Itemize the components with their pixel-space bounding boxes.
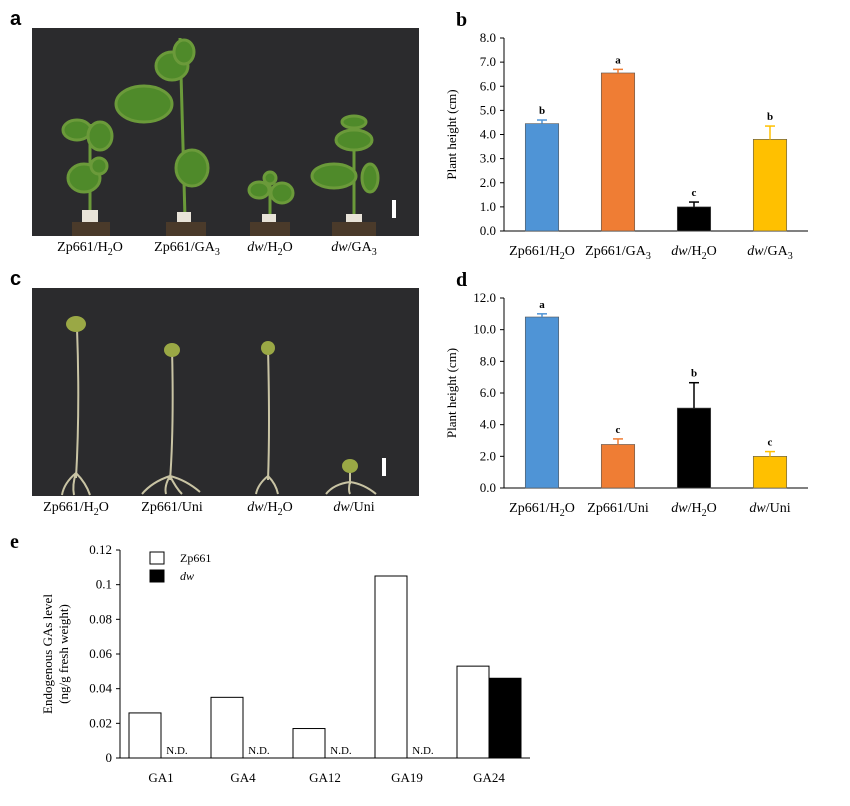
y-tick-label-b-1: 1.0	[480, 199, 496, 214]
y-tick-label-d-6: 12.0	[473, 290, 496, 305]
photo-label-a-0: Zp661/H2O	[57, 240, 123, 258]
y-tick-label-e-6: 0.12	[89, 542, 112, 557]
nd-label-1: N.D.	[248, 745, 270, 757]
x-tick-label-b-0: Zp661/H2O	[509, 244, 575, 262]
panel-letter-e: e	[10, 531, 19, 553]
bar-e-0-4	[456, 665, 490, 759]
x-tick-label-e-3: GA19	[391, 770, 423, 785]
photo-panel-c	[32, 288, 419, 496]
x-tick-label-d-0: Zp661/H2O	[509, 501, 575, 519]
scale-bar-c	[382, 458, 386, 476]
panel-letter-a: a	[10, 8, 22, 30]
y-tick-label-b-0: 0.0	[480, 223, 496, 238]
scale-bar-a	[392, 200, 396, 218]
sig-letter-d-2: b	[691, 368, 697, 380]
photo-label-c-3: dw/Uni	[333, 500, 375, 515]
photo-label-a-1: Zp661/GA3	[154, 240, 220, 258]
y-tick-label-b-6: 6.0	[480, 78, 496, 93]
y-tick-label-d-3: 6.0	[480, 385, 496, 400]
x-tick-label-e-2: GA12	[309, 770, 341, 785]
y-tick-label-b-4: 4.0	[480, 127, 496, 142]
bar-d-0	[524, 316, 560, 489]
legend-swatch-e-1	[149, 569, 165, 583]
photo-panel-a	[32, 28, 419, 236]
x-tick-label-d-2: dw/H2O	[671, 501, 716, 519]
bar-b-2	[676, 206, 712, 232]
bar-d-2	[676, 407, 712, 489]
sig-letter-b-3: b	[767, 111, 773, 123]
x-tick-label-d-1: Zp661/Uni	[587, 501, 649, 516]
plant-dw-ga3	[310, 114, 380, 218]
y-tick-label-b-8: 8.0	[480, 30, 496, 45]
panel-letter-c: c	[10, 268, 22, 290]
bar-b-0	[524, 123, 560, 232]
y-tick-label-b-2: 2.0	[480, 175, 496, 190]
panel-letter-b: b	[456, 9, 467, 31]
bar-b-1	[600, 72, 636, 232]
legend-swatch-e-0	[149, 551, 165, 565]
sig-letter-b-1: a	[615, 54, 621, 66]
plant-dw-h2o	[247, 170, 295, 220]
x-tick-label-e-0: GA1	[148, 770, 173, 785]
y-axis-label-e-1: Endogenous GAs level	[40, 594, 55, 714]
x-tick-label-b-1: Zp661/GA3	[585, 244, 651, 262]
sig-letter-b-0: b	[539, 105, 545, 117]
x-tick-label-e-1: GA4	[230, 770, 256, 785]
bar-e-1-4	[488, 677, 522, 759]
nd-label-0: N.D.	[166, 745, 188, 757]
y-tick-label-d-5: 10.0	[473, 322, 496, 337]
nd-label-2: N.D.	[330, 745, 352, 757]
photo-label-c-2: dw/H2O	[247, 500, 293, 518]
bar-d-3	[752, 456, 788, 489]
bar-e-0-1	[210, 696, 244, 759]
sig-letter-d-3: c	[768, 437, 773, 449]
y-tick-label-d-1: 2.0	[480, 448, 496, 463]
y-tick-label-b-7: 7.0	[480, 54, 496, 69]
bar-e-0-0	[128, 712, 162, 759]
x-tick-label-e-4: GA24	[473, 770, 505, 785]
seedling-photo-a	[61, 37, 396, 236]
x-tick-label-b-2: dw/H2O	[671, 244, 716, 262]
y-tick-label-e-5: 0.1	[96, 577, 112, 592]
legend-label-e-0: Zp661	[180, 551, 211, 565]
y-tick-label-d-4: 8.0	[480, 353, 496, 368]
nd-label-3: N.D.	[412, 745, 434, 757]
y-axis-label-e-2: (ng/g fresh weight)	[56, 604, 71, 704]
y-tick-label-b-5: 5.0	[480, 102, 496, 117]
x-tick-label-b-3: dw/GA3	[747, 244, 792, 262]
bar-e-0-2	[292, 728, 326, 759]
bar-b-3	[752, 139, 788, 232]
bar-d-1	[600, 444, 636, 489]
y-tick-label-e-3: 0.06	[89, 646, 112, 661]
y-tick-label-d-2: 4.0	[480, 417, 496, 432]
photo-label-a-2: dw/H2O	[247, 240, 293, 258]
y-tick-label-e-0: 0	[106, 750, 113, 765]
y-axis-label-d: Plant height (cm)	[444, 348, 459, 438]
y-tick-label-e-1: 0.02	[89, 715, 112, 730]
x-tick-label-d-3: dw/Uni	[749, 501, 790, 516]
photo-label-c-1: Zp661/Uni	[141, 500, 203, 515]
sig-letter-b-2: c	[692, 187, 697, 199]
legend-label-e-1: dw	[180, 569, 194, 583]
panel-letter-d: d	[456, 269, 467, 291]
sig-letter-d-0: a	[539, 299, 545, 311]
seedling-photo-c	[61, 316, 386, 496]
y-axis-label-b: Plant height (cm)	[444, 89, 459, 179]
y-tick-label-e-2: 0.04	[89, 681, 112, 696]
photo-label-a-3: dw/GA3	[331, 240, 377, 258]
y-tick-label-b-3: 3.0	[480, 151, 496, 166]
photo-label-c-0: Zp661/H2O	[43, 500, 109, 518]
sig-letter-d-1: c	[616, 424, 621, 436]
y-tick-label-d-0: 0.0	[480, 480, 496, 495]
y-tick-label-e-4: 0.08	[89, 611, 112, 626]
bar-e-0-3	[374, 575, 408, 759]
plant-zp661-h2o	[61, 118, 114, 218]
plant-zp661-ga3	[114, 37, 210, 219]
